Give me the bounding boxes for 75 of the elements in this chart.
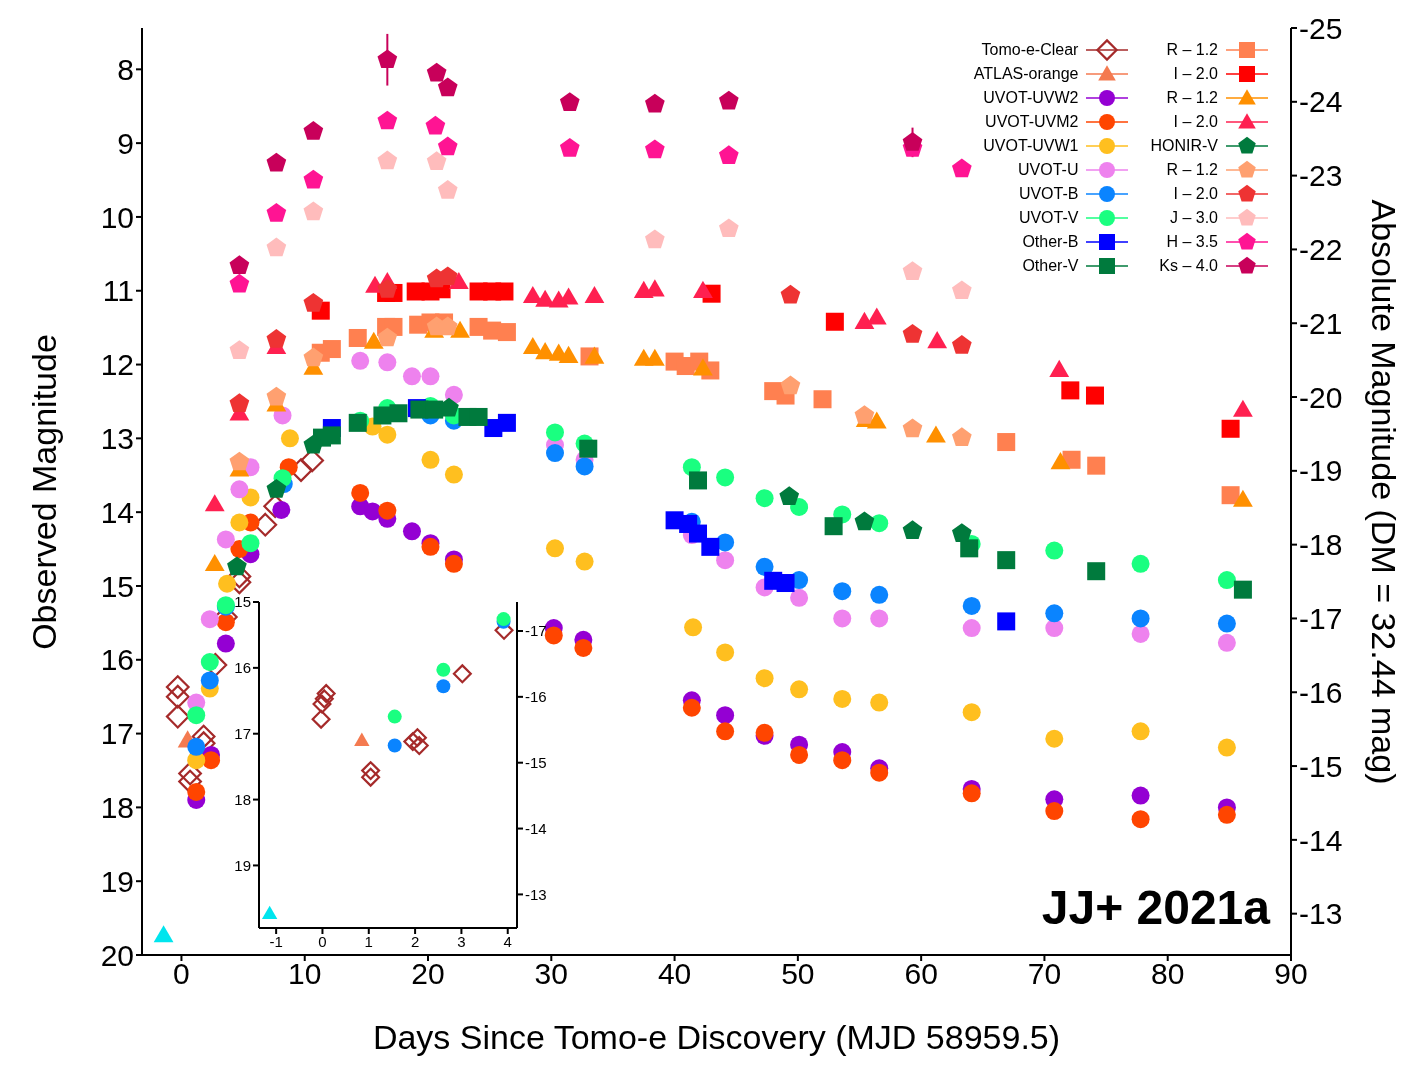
legend-label: UVOT-UVW1 — [982, 136, 1079, 156]
x-tick-label: 60 — [904, 957, 938, 991]
legend-label: UVOT-UVM2 — [984, 112, 1079, 132]
x-tick-label: 0 — [173, 957, 190, 991]
legend-label: J – 3.0 — [1168, 208, 1218, 228]
legend-label: R – 1.2 — [1165, 40, 1218, 60]
legend-label: Tomo-e-Clear — [980, 40, 1079, 60]
y-tick-label: 16 — [100, 643, 134, 677]
y2-tick-label: -14 — [1299, 823, 1343, 857]
y2-tick-label: -20 — [1299, 380, 1343, 414]
y-tick-label: 19 — [234, 856, 251, 874]
x-tick-label: 30 — [534, 957, 568, 991]
y2-tick-label: -16 — [525, 688, 547, 706]
legend-label: Other-V — [1021, 256, 1079, 276]
y-tick-label: 12 — [100, 348, 134, 382]
y2-tick-label: -16 — [1299, 675, 1343, 709]
legend-label: I – 2.0 — [1172, 64, 1218, 84]
y2-tick-label: -13 — [525, 885, 547, 903]
y2-tick-label: -23 — [1299, 159, 1343, 193]
y2-tick-label: -24 — [1299, 85, 1343, 119]
y-tick-label: 9 — [117, 126, 134, 160]
legend-label: R – 1.2 — [1165, 88, 1218, 108]
y-tick-label: 15 — [100, 569, 134, 603]
legend-label: Other-B — [1021, 232, 1079, 252]
x-tick-label: 80 — [1151, 957, 1185, 991]
y-tick-label: 17 — [100, 717, 134, 751]
legend-label: R – 1.2 — [1165, 160, 1218, 180]
y-tick-label: 18 — [100, 791, 134, 825]
x-tick-label: 2 — [410, 932, 420, 950]
y-tick-label: 15 — [234, 593, 251, 611]
y-tick-label: 14 — [100, 495, 134, 529]
legend-label: UVOT-UVW2 — [982, 88, 1079, 108]
y-tick-label: 18 — [234, 790, 251, 808]
legend-label: ATLAS-orange — [973, 64, 1079, 84]
y-tick-label: 8 — [117, 52, 134, 86]
y-tick-label: 17 — [234, 725, 251, 743]
y2-tick-label: -13 — [1299, 897, 1343, 931]
y-axis-title: Observed Magnitude — [24, 333, 64, 652]
legend-label: HONIR-V — [1149, 136, 1218, 156]
annotation: JJ+ 2021a — [1041, 880, 1270, 935]
y-tick-label: 16 — [234, 659, 251, 677]
legend-label: I – 2.0 — [1172, 112, 1218, 132]
y2-tick-label: -22 — [1299, 233, 1343, 267]
x-tick-label: 1 — [364, 932, 373, 950]
legend-label: UVOT-V — [1017, 208, 1079, 228]
legend-label: H – 3.5 — [1165, 232, 1218, 252]
x-tick-label: 40 — [657, 957, 692, 991]
y2-tick-label: -15 — [1299, 749, 1343, 783]
y2-tick-label: -17 — [525, 622, 547, 640]
x-tick-label: 4 — [503, 932, 512, 950]
y-tick-label: 19 — [100, 864, 134, 898]
x-tick-label: 3 — [457, 932, 466, 950]
legend-label: I – 2.0 — [1172, 184, 1218, 204]
y-tick-label: 10 — [100, 200, 134, 234]
y2-tick-label: -25 — [1299, 11, 1343, 45]
x-tick-label: 20 — [411, 957, 445, 991]
x-tick-label: 70 — [1027, 957, 1062, 991]
x-tick-label: 50 — [781, 957, 815, 991]
legend-label: UVOT-B — [1017, 184, 1079, 204]
x-tick-label: 10 — [288, 957, 322, 991]
y2-tick-label: -18 — [1299, 528, 1343, 562]
x-tick-label: 0 — [318, 932, 327, 950]
y2-tick-label: -15 — [525, 754, 547, 772]
y2-tick-label: -21 — [1299, 306, 1343, 340]
y-tick-label: 11 — [102, 274, 134, 308]
y2-tick-label: -19 — [1299, 454, 1343, 488]
legend-label: Ks – 4.0 — [1158, 256, 1218, 276]
y2-tick-label: -14 — [525, 819, 547, 837]
y2-axis-title: Absolute Magnitude (DM = 32.44 mag) — [1364, 198, 1404, 787]
legend-label: UVOT-U — [1017, 160, 1079, 180]
x-tick-label: 90 — [1274, 957, 1308, 991]
x-tick-label: -1 — [269, 932, 283, 950]
y2-tick-label: -17 — [1299, 602, 1343, 636]
x-axis-title: Days Since Tomo-e Discovery (MJD 58959.5) — [371, 1018, 1062, 1057]
y-tick-label: 13 — [100, 422, 134, 456]
